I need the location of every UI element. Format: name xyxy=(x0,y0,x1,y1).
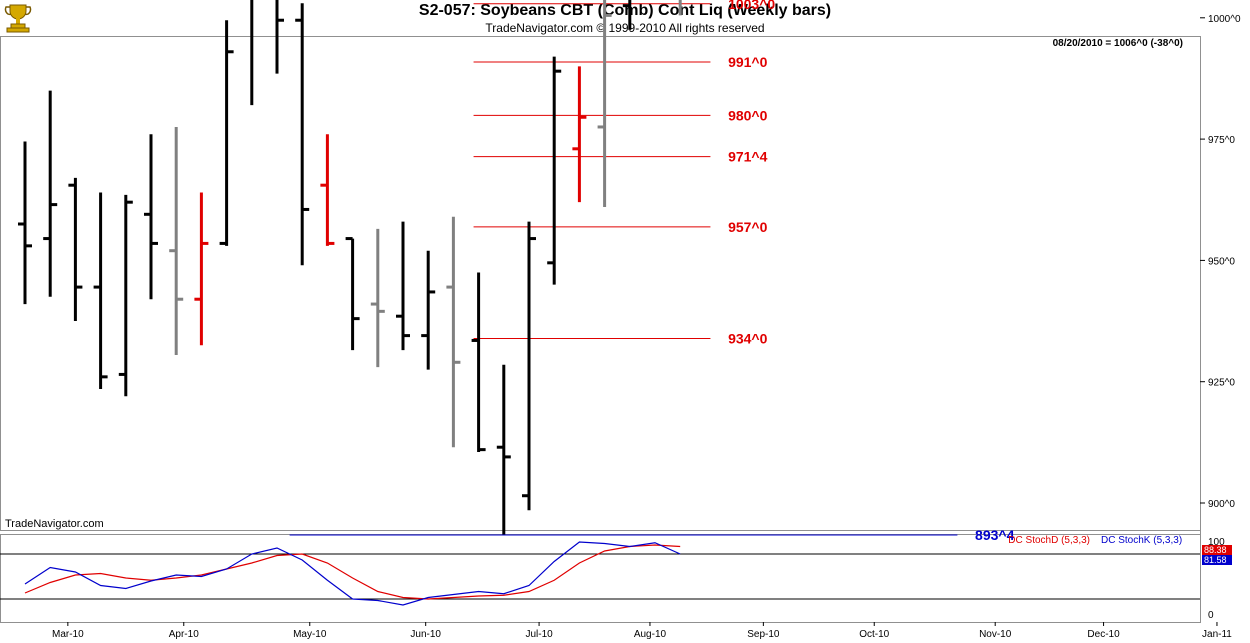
stoch-d-line[interactable] xyxy=(24,544,681,600)
y-tick-label: 900^0 xyxy=(1208,499,1235,510)
x-tick-label: Jul-10 xyxy=(525,629,553,640)
x-tick-label: Mar-10 xyxy=(52,629,84,640)
y-tick-label: 975^0 xyxy=(1208,135,1235,146)
chart-header: S2-057: Soybeans CBT (Comb) Cont Liq (We… xyxy=(0,0,1250,36)
x-tick-label: Jun-10 xyxy=(410,629,441,640)
x-tick-label: Oct-10 xyxy=(859,629,889,640)
chart-subtitle: TradeNavigator.com © 1999-2010 All right… xyxy=(485,21,765,35)
stoch-d-value-badge xyxy=(1202,545,1232,555)
level-label: 893^4 xyxy=(975,527,1015,543)
stoch-d-legend: DC StochD (5,3,3) xyxy=(1008,535,1090,546)
trophy-icon xyxy=(4,4,32,33)
stoch-y-tick-label: 0 xyxy=(1208,610,1214,621)
y-tick-label: 950^0 xyxy=(1208,256,1235,267)
x-tick-label: Nov-10 xyxy=(979,629,1012,640)
x-tick-label: Aug-10 xyxy=(634,629,667,640)
main-plot-frame xyxy=(0,36,1201,531)
watermark: TradeNavigator.com xyxy=(5,518,104,530)
stoch-plot-frame xyxy=(0,534,1201,623)
x-tick-label: Apr-10 xyxy=(169,629,199,640)
level-label: 957^0 xyxy=(728,219,768,235)
y-tick-label: 1000^0 xyxy=(1208,14,1241,25)
level-label: 991^0 xyxy=(728,54,768,70)
x-tick-label: Jan-11 xyxy=(1202,629,1232,640)
level-label: 1003^0 xyxy=(728,0,775,12)
y-tick-label: 925^0 xyxy=(1208,378,1235,389)
level-label: 971^4 xyxy=(728,149,768,165)
stoch-d-value-label: 88.38 xyxy=(1204,545,1227,555)
x-tick-label: May-10 xyxy=(293,629,327,640)
stoch-y-tick-label: 100 xyxy=(1208,537,1225,548)
level-label: 934^0 xyxy=(728,331,768,347)
level-label: 980^0 xyxy=(728,107,768,123)
x-tick-label: Dec-10 xyxy=(1087,629,1120,640)
stoch-k-value-label: 81.58 xyxy=(1204,555,1227,565)
stoch-k-line[interactable] xyxy=(24,541,681,606)
chart-title: S2-057: Soybeans CBT (Comb) Cont Liq (We… xyxy=(418,2,832,19)
last-value-readout: 08/20/2010 = 1006^0 (-38^0) xyxy=(1053,38,1183,49)
stoch-k-value-badge xyxy=(1202,555,1232,565)
x-tick-label: Sep-10 xyxy=(747,629,780,640)
stoch-k-legend: DC StochK (5,3,3) xyxy=(1101,535,1182,546)
